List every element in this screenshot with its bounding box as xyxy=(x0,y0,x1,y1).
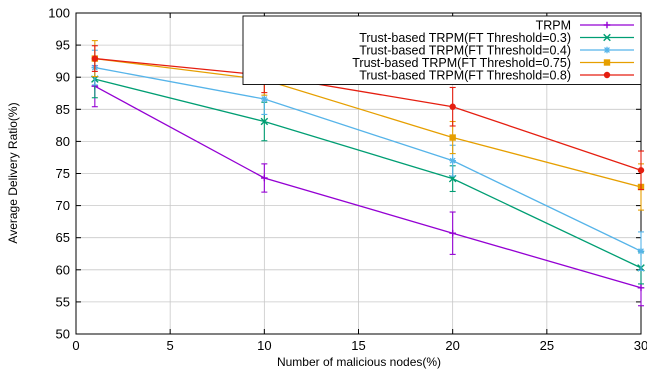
data-point xyxy=(603,21,611,29)
data-point xyxy=(91,55,99,62)
data-point xyxy=(603,46,611,54)
legend-box xyxy=(242,15,642,85)
data-point xyxy=(261,174,268,182)
legend-entry-label: Trust-based TRPM(FT Threshold=0.4) xyxy=(359,43,571,57)
series-line xyxy=(94,78,642,269)
x-tick-label: 15 xyxy=(351,338,365,353)
series xyxy=(91,59,645,285)
y-tick-label: 50 xyxy=(56,327,70,342)
series-line xyxy=(94,85,642,289)
x-tick-label: 5 xyxy=(167,338,174,353)
legend-entry-label: Trust-based TRPM(FT Threshold=0.8) xyxy=(359,68,571,82)
y-tick-label: 80 xyxy=(56,134,70,149)
y-tick-label: 65 xyxy=(56,230,70,245)
series-line xyxy=(94,66,642,252)
y-tick-label: 90 xyxy=(56,70,70,85)
x-tick-label: 0 xyxy=(72,338,79,353)
y-axis-label: Average Delivery Ratio(%) xyxy=(6,102,20,243)
data-point xyxy=(637,284,645,292)
data-point xyxy=(637,167,645,174)
data-point xyxy=(603,71,611,79)
data-point xyxy=(603,33,611,42)
series-layer xyxy=(91,40,645,307)
y-tick-label: 70 xyxy=(56,198,70,213)
x-tick-label: 25 xyxy=(540,338,554,353)
series xyxy=(91,49,645,271)
legend-entry-label: TRPM xyxy=(536,18,571,32)
y-tick-label: 75 xyxy=(56,166,70,181)
y-tick-label: 85 xyxy=(56,102,70,117)
x-tick-label: 20 xyxy=(445,338,459,353)
y-tick-label: 95 xyxy=(56,38,70,53)
data-point xyxy=(260,117,269,126)
axes-layer: 50 55 60 65 70 75 80 85 90 95 100 0 5 10 15 20 25 30 xyxy=(48,6,647,354)
legend-entry-label: Trust-based TRPM(FT Threshold=0.75) xyxy=(352,56,571,70)
x-tick-label: 10 xyxy=(257,338,271,353)
y-tick-label: 100 xyxy=(48,6,70,21)
data-point xyxy=(449,157,456,164)
x-axis-label: Number of malicious nodes(%) xyxy=(277,355,441,369)
y-tick-label: 55 xyxy=(56,294,70,309)
data-point xyxy=(603,59,611,66)
x-tick-label: 30 xyxy=(634,338,647,353)
legend-entry-label: Trust-based TRPM(FT Threshold=0.3) xyxy=(359,31,571,45)
data-point xyxy=(449,229,456,237)
series-line xyxy=(94,57,642,188)
data-point xyxy=(637,247,645,255)
series-line xyxy=(94,57,642,171)
data-point xyxy=(449,103,456,110)
data-point xyxy=(449,134,456,141)
data-point xyxy=(261,95,268,103)
y-tick-label: 60 xyxy=(56,262,70,277)
